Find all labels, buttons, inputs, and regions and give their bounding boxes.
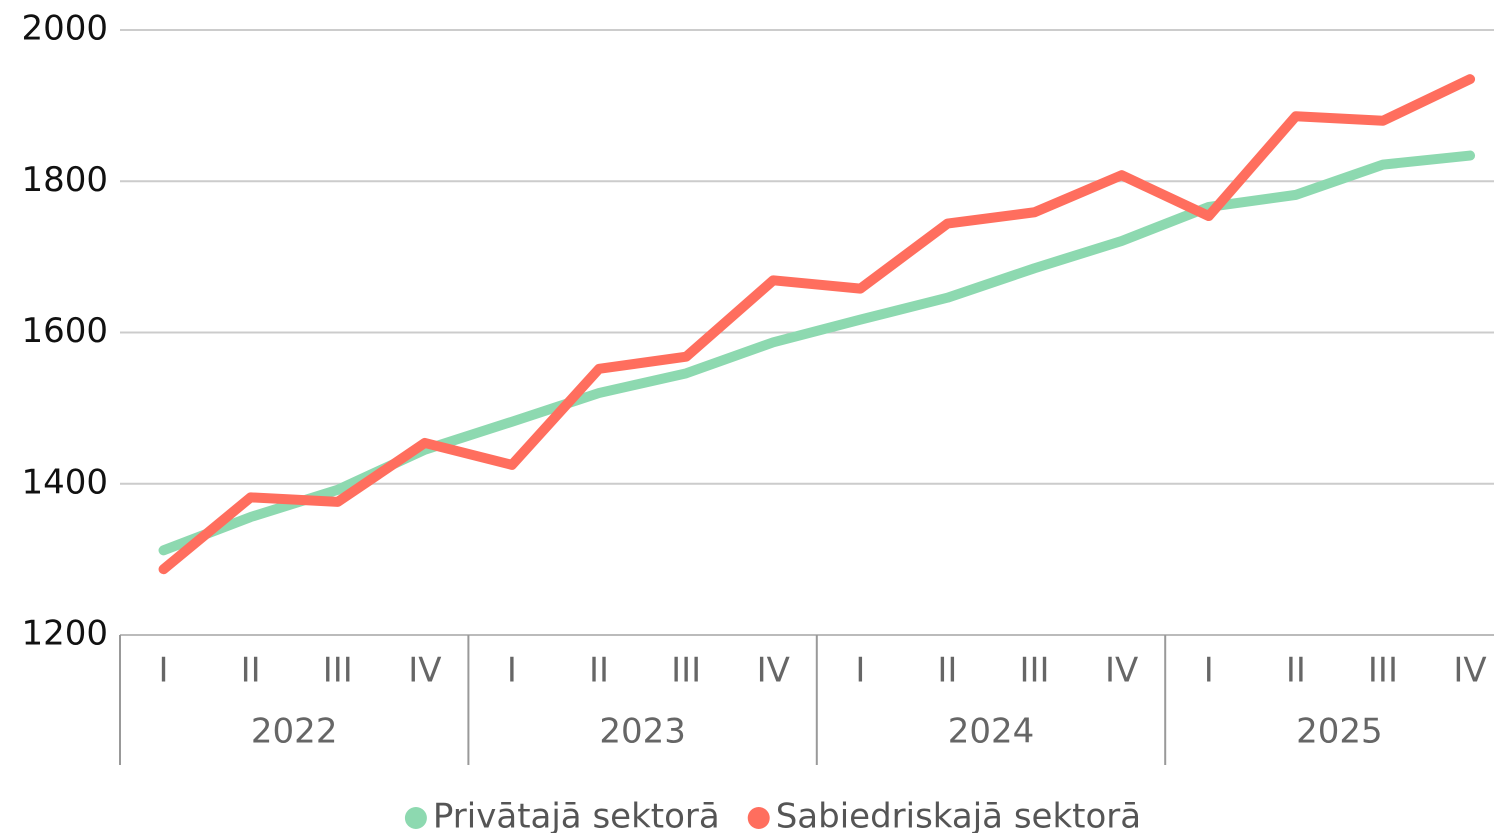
- x-tick-label: IV: [1105, 651, 1138, 691]
- x-tick-label: III: [1020, 651, 1050, 691]
- x-group-label: 2025: [1296, 712, 1383, 752]
- legend-label: Sabiedriskajā sektorā: [776, 797, 1141, 833]
- y-tick-label: 1800: [21, 160, 108, 200]
- x-tick-label: II: [1286, 651, 1306, 691]
- x-tick-label: II: [589, 651, 609, 691]
- y-tick-label: 1200: [21, 614, 108, 654]
- x-tick-label: III: [323, 651, 353, 691]
- x-tick-label: IV: [1453, 651, 1486, 691]
- x-tick-label: I: [855, 651, 865, 691]
- x-tick-label: II: [241, 651, 261, 691]
- legend-marker: [747, 807, 770, 829]
- x-tick-label: IV: [408, 651, 441, 691]
- series-line: [158, 74, 1476, 575]
- x-tick-label: III: [671, 651, 701, 691]
- x-tick-label: IV: [757, 651, 790, 691]
- x-group-label: 2024: [948, 712, 1035, 752]
- x-tick-label: I: [507, 651, 517, 691]
- y-tick-label: 1400: [21, 462, 108, 502]
- x-group-label: 2023: [599, 712, 686, 752]
- x-tick-label: II: [937, 651, 957, 691]
- legend-label: Privātajā sektorā: [433, 797, 720, 833]
- x-tick-label: III: [1368, 651, 1398, 691]
- x-tick-label: I: [1204, 651, 1214, 691]
- y-tick-label: 1600: [21, 311, 108, 351]
- legend-marker: [404, 807, 427, 829]
- x-group-label: 2022: [251, 712, 338, 752]
- y-tick-label: 2000: [21, 9, 108, 49]
- x-tick-label: I: [159, 651, 169, 691]
